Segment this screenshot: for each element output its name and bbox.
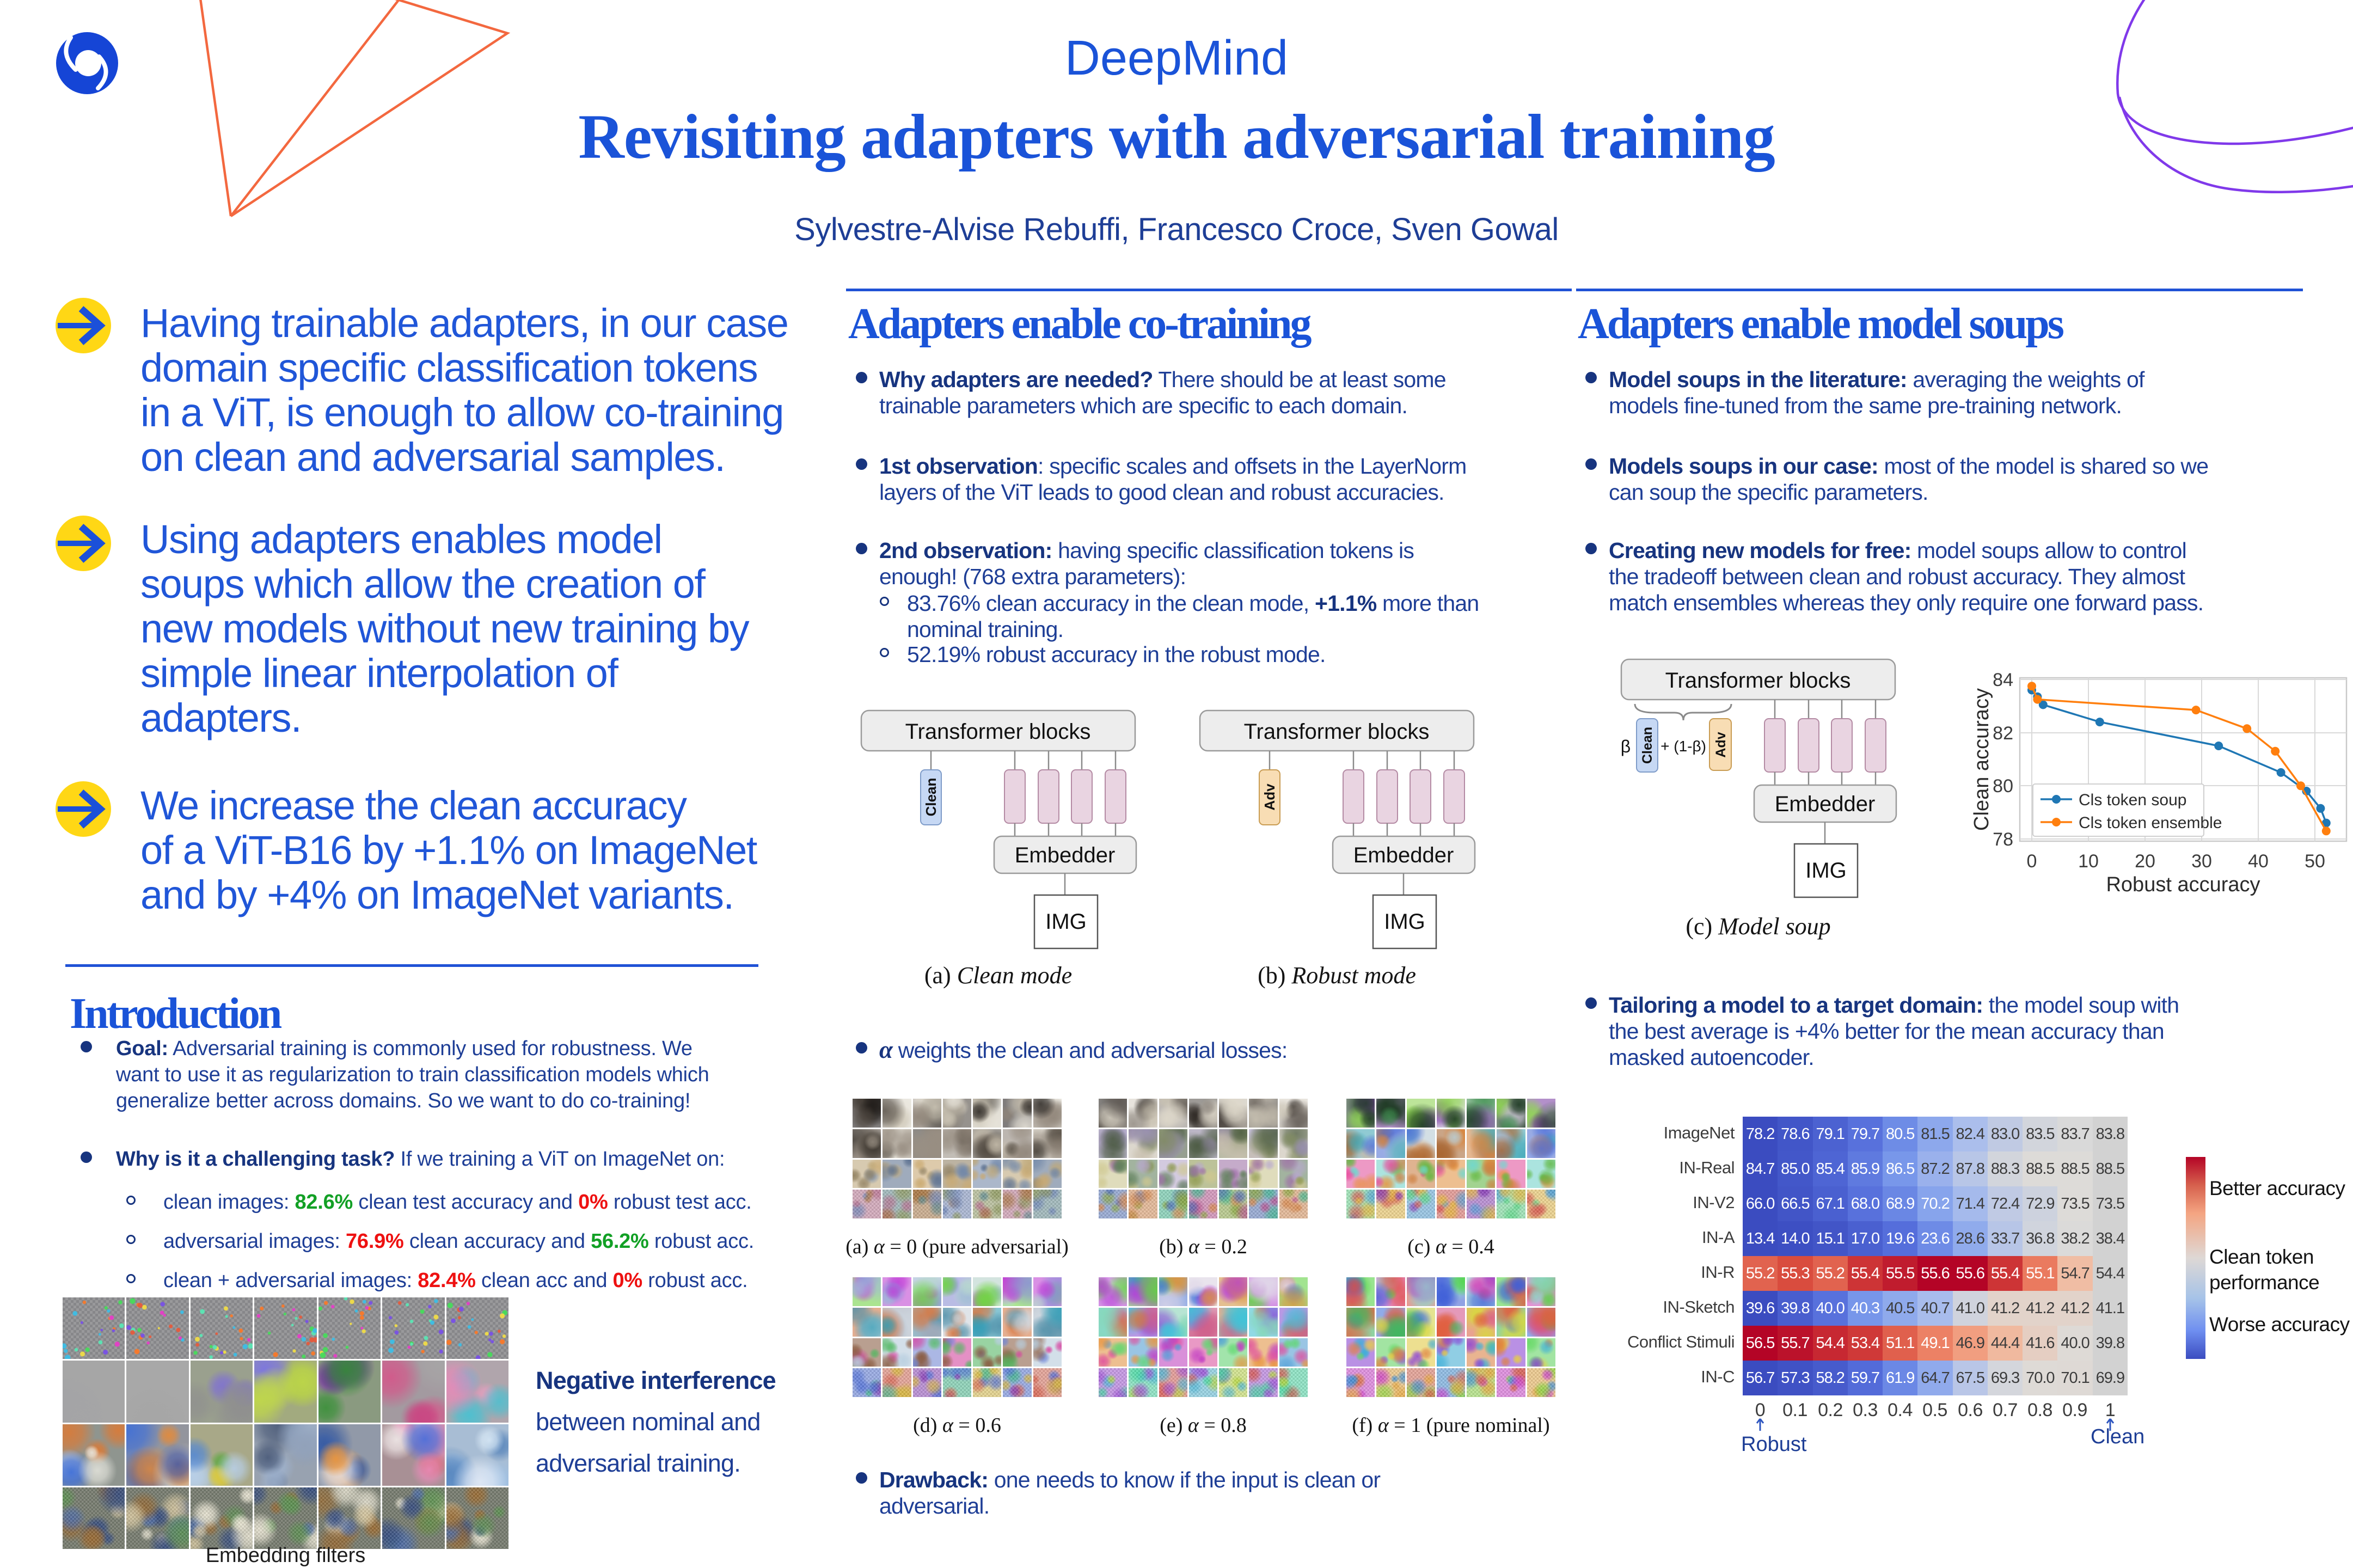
svg-text:IMG: IMG (1045, 910, 1087, 934)
svg-text:+ (1-β): + (1-β) (1660, 738, 1706, 755)
svg-text:20: 20 (2135, 851, 2155, 872)
svg-text:Adv: Adv (1261, 783, 1278, 811)
svg-text:10: 10 (2078, 851, 2099, 872)
svg-text:78: 78 (1993, 829, 2013, 850)
svg-text:Clean: Clean (1640, 727, 1655, 764)
svg-text:Cls token ensemble: Cls token ensemble (2079, 814, 2222, 832)
svg-text:30: 30 (2191, 851, 2212, 872)
svg-text:Embedder: Embedder (1775, 792, 1876, 816)
svg-text:Transformer blocks: Transformer blocks (1665, 669, 1851, 693)
svg-text:84: 84 (1993, 670, 2013, 690)
svg-text:Transformer blocks: Transformer blocks (1244, 720, 1430, 744)
svg-text:β: β (1621, 737, 1631, 756)
svg-text:Embedder: Embedder (1015, 843, 1116, 867)
svg-text:Robust accuracy: Robust accuracy (2106, 873, 2260, 896)
svg-text:0: 0 (2027, 851, 2037, 872)
svg-text:Adv: Adv (1713, 732, 1729, 757)
svg-text:Clean: Clean (923, 778, 939, 817)
svg-text:Embedder: Embedder (1353, 843, 1454, 867)
svg-text:IMG: IMG (1805, 859, 1847, 883)
svg-text:IMG: IMG (1384, 910, 1425, 934)
svg-text:50: 50 (2305, 851, 2325, 872)
svg-text:Clean accuracy: Clean accuracy (1970, 688, 1993, 831)
svg-text:80: 80 (1993, 776, 2013, 797)
svg-text:40: 40 (2248, 851, 2269, 872)
svg-text:82: 82 (1993, 723, 2013, 744)
svg-text:Transformer blocks: Transformer blocks (905, 720, 1091, 744)
svg-text:Cls token soup: Cls token soup (2079, 791, 2186, 809)
